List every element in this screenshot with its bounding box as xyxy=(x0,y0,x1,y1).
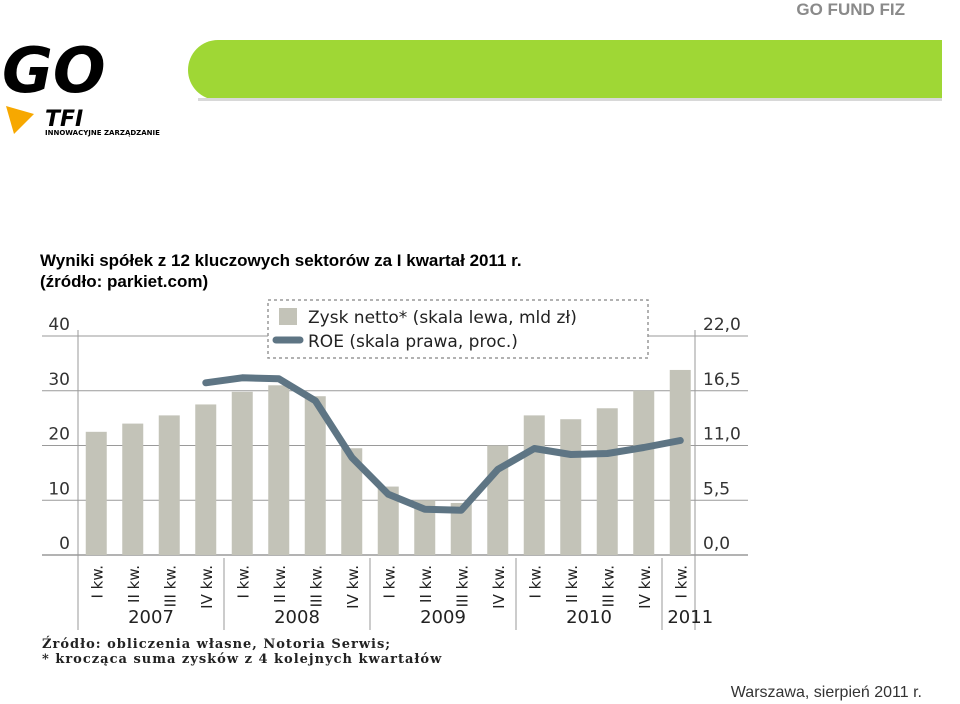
x-tick-label: I kw. xyxy=(234,565,252,599)
logo-swoosh-icon xyxy=(6,106,34,134)
logo-tfi: TFI xyxy=(45,107,83,132)
legend-label-bar: Zysk netto* (skala lewa, mld zł) xyxy=(308,308,577,328)
x-tick-label: III kw. xyxy=(161,565,179,607)
go-tfi-logo: GO TFI INNOWACYJNE ZARZĄDZANIE xyxy=(2,36,160,137)
bar xyxy=(377,486,399,555)
bar xyxy=(596,408,618,555)
x-tick-label: I kw. xyxy=(380,565,398,599)
x-tick-label: II kw. xyxy=(563,565,581,603)
chart-source: Źródło: obliczenia własne, Notoria Serwi… xyxy=(42,636,442,667)
y-left-tick: 20 xyxy=(48,425,70,445)
bar xyxy=(669,369,691,555)
bar xyxy=(304,396,326,555)
y-left-tick: 0 xyxy=(59,534,70,554)
y-right-tick: 0,0 xyxy=(703,534,730,554)
year-label: 2007 xyxy=(128,607,174,628)
roe-line xyxy=(202,374,684,514)
x-tick-label: II kw. xyxy=(271,565,289,603)
bar xyxy=(560,419,582,555)
year-label: 2011 xyxy=(667,607,713,628)
x-tick-label: I kw. xyxy=(672,565,690,599)
bar xyxy=(341,448,363,555)
bar xyxy=(523,415,545,555)
x-tick-label: II kw. xyxy=(417,565,435,603)
header-green-bar xyxy=(188,40,942,100)
bar xyxy=(195,404,217,555)
y-right-tick: 11,0 xyxy=(703,425,741,445)
y-left-tick: 30 xyxy=(48,370,70,390)
heading-line-1: Wyniki spółek z 12 kluczowych sektorów z… xyxy=(40,251,522,270)
bar xyxy=(414,500,436,555)
legend-bar-swatch xyxy=(279,308,297,325)
bar xyxy=(450,502,472,555)
legend-box xyxy=(267,299,649,359)
year-label: 2009 xyxy=(420,607,466,628)
chart-heading: Wyniki spółek z 12 kluczowych sektorów z… xyxy=(40,250,522,292)
header-bar-shadow xyxy=(198,98,942,101)
x-tick-label: III kw. xyxy=(307,565,325,607)
bar xyxy=(85,431,107,555)
x-tick-label: IV kw. xyxy=(344,565,362,609)
x-tick-label: I kw. xyxy=(526,565,544,599)
bar xyxy=(158,415,180,555)
footer-date: Warszawa, sierpień 2011 r. xyxy=(730,684,922,701)
x-tick-label: III kw. xyxy=(453,565,471,607)
x-axis-labels: I kw. II kw. III kw. IV kw. I kw. II kw. III k… xyxy=(88,558,713,630)
bar xyxy=(268,385,290,555)
logo-go: GO xyxy=(2,36,106,107)
fund-name: GO FUND FIZ xyxy=(796,0,905,19)
x-tick-label: I kw. xyxy=(88,565,106,599)
x-tick-label: IV kw. xyxy=(490,565,508,609)
heading-line-2: (źródło: parkiet.com) xyxy=(40,272,209,291)
x-tick-label: III kw. xyxy=(599,565,617,607)
bar xyxy=(231,391,253,555)
bar xyxy=(122,423,144,555)
chart-legend: Zysk netto* (skala lewa, mld zł) ROE (ska… xyxy=(267,299,649,359)
legend-label-line: ROE (skala prawa, proc.) xyxy=(308,332,518,352)
bar-series xyxy=(85,369,691,555)
x-tick-label: IV kw. xyxy=(198,565,216,609)
x-tick-label: II kw. xyxy=(125,565,143,603)
y-right-tick: 16,5 xyxy=(703,370,741,390)
source-line: * krocząca suma zysków z 4 kolejnych kwa… xyxy=(42,652,442,667)
chart-axes: 0 10 20 30 40 0,0 5,5 11,0 16,5 22,0 xyxy=(48,315,741,630)
y-right-tick: 22,0 xyxy=(703,315,741,335)
x-tick-label: IV kw. xyxy=(636,565,654,609)
logo-tagline: INNOWACYJNE ZARZĄDZANIE xyxy=(45,129,160,137)
y-left-tick: 10 xyxy=(48,479,70,499)
y-left-tick: 40 xyxy=(48,315,70,335)
year-label: 2010 xyxy=(566,607,612,628)
source-line: Źródło: obliczenia własne, Notoria Serwi… xyxy=(42,636,391,652)
bar xyxy=(633,390,655,555)
y-right-tick: 5,5 xyxy=(703,479,730,499)
year-label: 2008 xyxy=(274,607,320,628)
